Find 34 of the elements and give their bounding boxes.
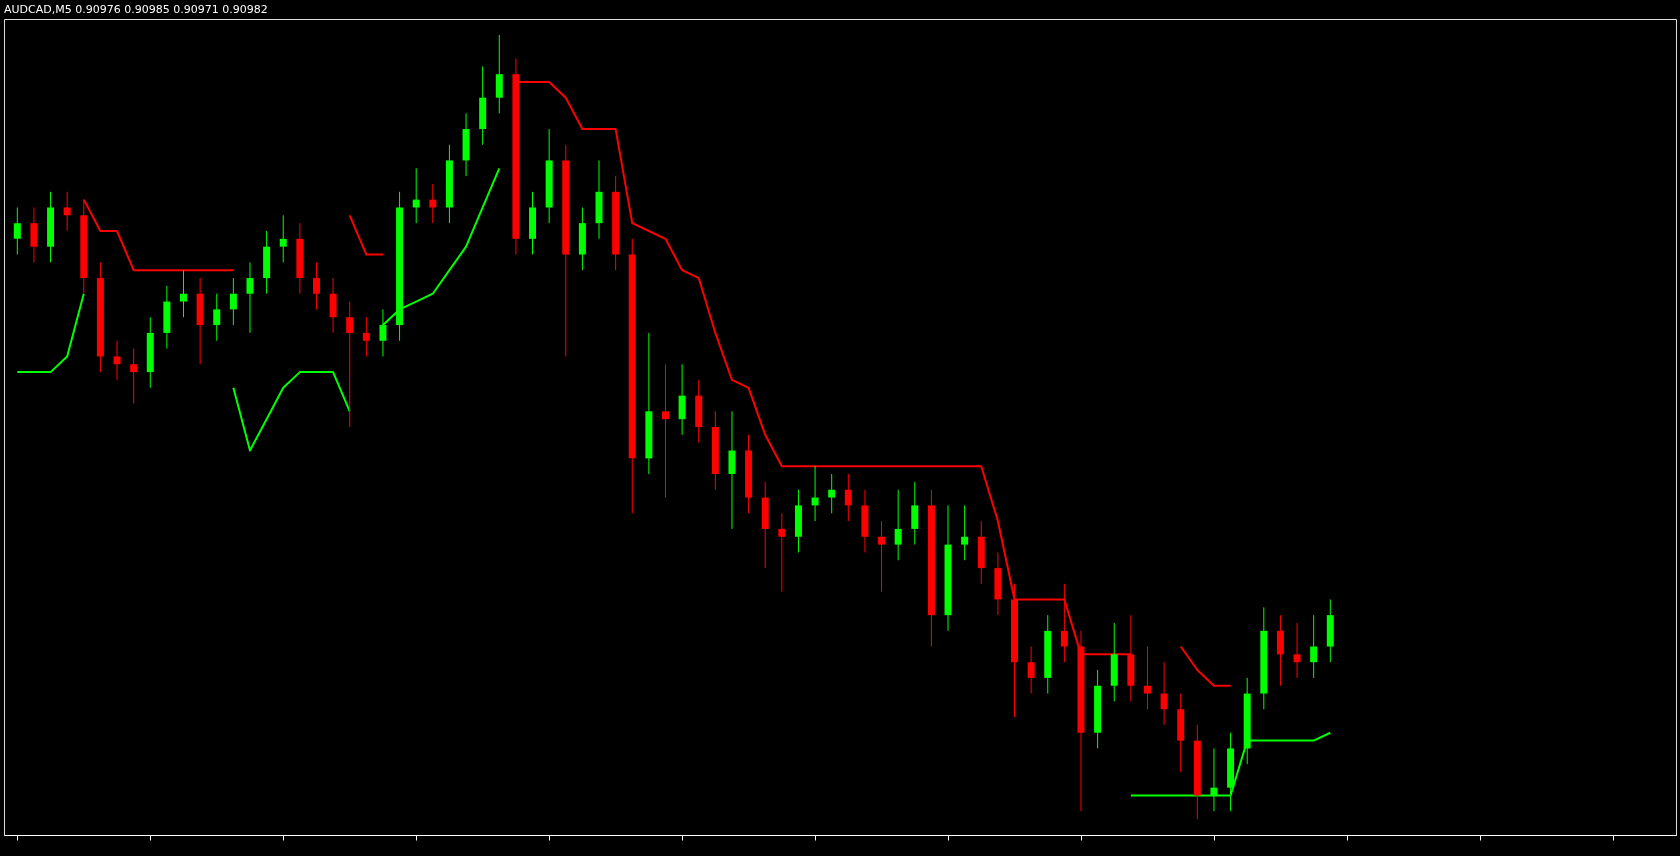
candlestick	[229, 277, 237, 326]
candlestick	[113, 340, 121, 381]
candlestick	[1060, 583, 1068, 663]
candlestick	[828, 473, 836, 514]
candlestick	[379, 308, 387, 357]
candlestick	[678, 363, 686, 436]
chart-title: AUDCAD,M5 0.90976 0.90985 0.90971 0.90982	[4, 3, 268, 16]
candlestick	[1143, 646, 1151, 710]
candlestick	[279, 214, 287, 263]
candlestick	[1276, 614, 1284, 687]
candlestick	[180, 269, 188, 318]
candlestick	[844, 473, 852, 522]
candlestick	[362, 316, 370, 357]
candlestick	[213, 293, 221, 342]
candlestick	[911, 481, 919, 546]
candlestick	[329, 277, 337, 334]
candlestick	[495, 34, 503, 114]
candlestick	[346, 301, 354, 428]
candlestick	[661, 363, 669, 499]
candlestick	[13, 206, 21, 256]
candlestick	[1027, 646, 1035, 695]
candlestick	[1310, 614, 1318, 679]
candlestick	[728, 410, 736, 530]
candlestick	[778, 512, 786, 593]
candlestick	[878, 520, 886, 593]
candlestick	[63, 191, 71, 232]
candlestick	[1293, 622, 1301, 679]
candlestick	[894, 489, 902, 561]
candlestick	[246, 261, 254, 334]
candlestick	[961, 504, 969, 561]
candlestick	[1160, 661, 1168, 726]
candlestick	[130, 348, 138, 404]
candlestick	[312, 261, 320, 310]
candlestick	[30, 206, 38, 263]
